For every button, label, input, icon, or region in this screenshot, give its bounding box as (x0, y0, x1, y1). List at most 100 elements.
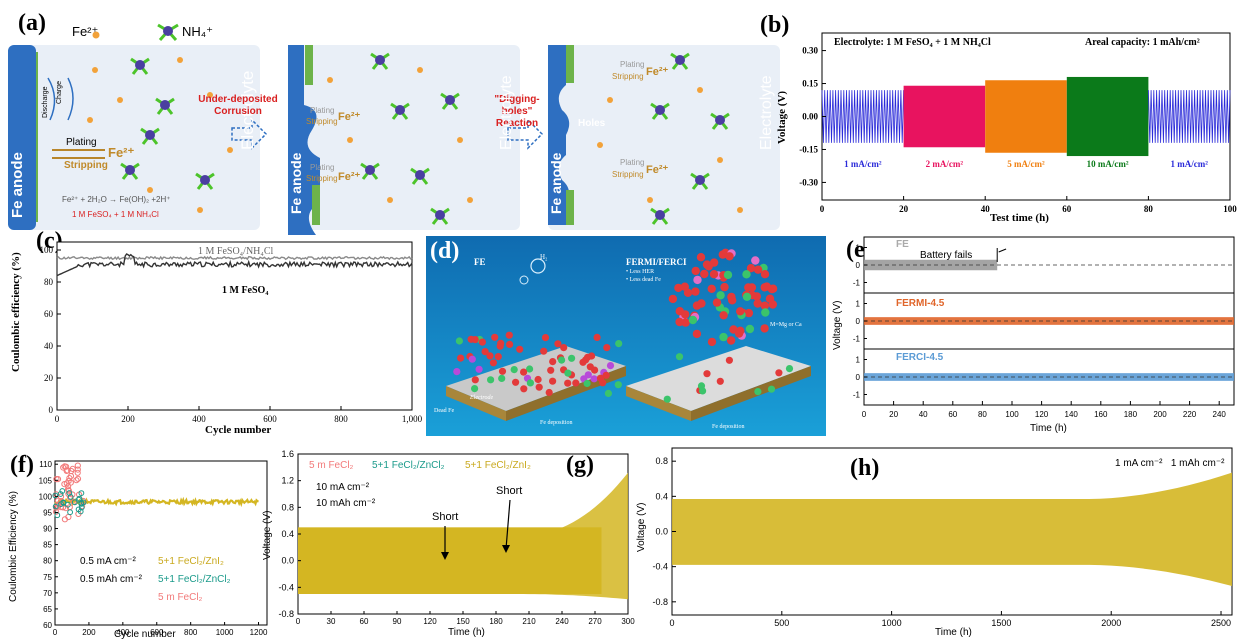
fe2-ion (697, 87, 703, 93)
nh4-legend-text: NH₄⁺ (182, 24, 213, 39)
point-fecl2 (61, 481, 68, 488)
panel-c-frame (56, 241, 413, 411)
point-fecl2 (73, 477, 80, 484)
y-tick-label: 0.00 (802, 112, 818, 122)
nh4-ion (390, 102, 410, 120)
fe2-ion (87, 117, 93, 123)
series-feso4-nh4cl (56, 255, 413, 261)
reaction-formula: Fe²⁺ + 2H₂O → Fe(OH)₂ +2H⁺ (62, 195, 171, 204)
fe2-ion (117, 97, 123, 103)
segment-label: 1 mA/cm² (1170, 159, 1208, 169)
nh4-center (395, 105, 405, 115)
nh4-center (375, 55, 385, 65)
ion-sphere (554, 340, 562, 348)
charge-arrow (67, 77, 74, 121)
voltage-traces (821, 76, 1231, 157)
ion-sphere (541, 334, 550, 342)
panel-f-s2: 5+1 FeCl₂/ZnCl₂ (158, 574, 231, 585)
x-tick-label: 90 (393, 617, 402, 626)
y-tick-label: 0.8 (655, 456, 668, 466)
x-tick-label: 1500 (991, 618, 1011, 628)
stripping-label-5: Stripping (612, 170, 644, 179)
fe2-ion (387, 197, 393, 203)
h2-bubble (530, 258, 546, 274)
ion-sphere (564, 369, 572, 377)
x-tick-label: 0 (669, 618, 674, 628)
point-fecl2-zncl2 (57, 491, 64, 497)
ion-sphere (494, 353, 502, 361)
panel-g-l2: 5+1 FeCl₂/ZnCl₂ (372, 460, 445, 471)
segment-label: 2 mA/cm² (926, 159, 964, 169)
y-tick-label: 0.30 (802, 46, 818, 56)
y-tick-label: -0.8 (652, 597, 668, 607)
panel-f-s3: 5 m FeCl₂ (158, 592, 203, 603)
nh4-center (145, 130, 155, 140)
ion-sphere (719, 332, 728, 342)
panel-f-cond1: 0.5 mA cm⁻² (80, 556, 136, 567)
nh4-ion (650, 207, 670, 225)
ion-sphere (584, 353, 592, 361)
y-tick-label: 1 (856, 244, 861, 253)
ion-sphere (704, 262, 713, 271)
panel-d-fe: FE (474, 257, 486, 267)
ion-sphere (481, 348, 489, 356)
ion-sphere (545, 388, 553, 397)
ion-sphere (579, 358, 587, 366)
cell2-background (288, 45, 520, 230)
y-tick-label: 80 (43, 557, 52, 566)
ion-sphere (516, 345, 524, 353)
ion-sphere (693, 275, 702, 285)
point-fecl2-zncl2 (78, 490, 85, 497)
voltage-band-4 (1066, 76, 1149, 157)
ion-sphere (596, 374, 605, 382)
ion-sphere (709, 270, 719, 279)
nh4-center (695, 175, 705, 185)
ion-sphere (691, 287, 700, 296)
point-fecl2 (74, 469, 81, 476)
ion-sphere (775, 369, 783, 377)
y-tick-label: -1 (853, 391, 861, 400)
ion-sphere (723, 270, 733, 280)
sei-layer-3 (312, 185, 320, 225)
x-tick-label: 1000 (216, 628, 234, 637)
y-tick-label: -0.4 (652, 562, 668, 572)
holes-label: Holes (578, 118, 606, 129)
segment-label: 10 mA/cm² (1087, 159, 1129, 169)
ion-sphere (615, 340, 623, 348)
right-electrode-front (691, 366, 811, 421)
voltage-trace-1 (821, 90, 904, 143)
short-arrowhead-1 (441, 552, 449, 560)
ion-sphere (534, 375, 542, 384)
panel-f-chart: 110 105 100 95 90 85 80 75 70 65 600 200 400 600 800 10… (39, 460, 268, 637)
x-tick-label: 1000 (882, 618, 902, 628)
x-tick-label: 80 (1144, 204, 1154, 214)
panel-h-xlabel: Time (h) (935, 627, 972, 638)
y-tick-label: 20 (44, 373, 54, 383)
ion-sphere (753, 265, 763, 274)
ion-sphere (547, 366, 555, 374)
ion-sphere (668, 294, 678, 304)
panel-a-label: (a) (18, 10, 46, 36)
point-fecl2 (57, 493, 65, 500)
cell1-background (8, 45, 260, 230)
ion-sphere (506, 340, 514, 348)
y-tick-label: 0.4 (281, 529, 294, 539)
stripping-label-2: Stripping (306, 117, 338, 126)
panel-g-axes: 1.6 1.2 0.8 0.4 0.0 -0.4 -0.80 30 60 90 120 150 180 2… (278, 449, 635, 626)
ion-sphere (498, 374, 506, 382)
ion-sphere (520, 385, 528, 393)
ion-sphere (468, 355, 476, 363)
segment-label: 1 mA/cm² (844, 159, 882, 169)
x-tick-label: 180 (1124, 410, 1138, 419)
stripping-label-3: Stripping (306, 174, 338, 183)
ion-sphere (712, 298, 722, 307)
ion-sphere (751, 256, 760, 265)
ion-sphere (584, 371, 592, 379)
right-electrode-side (626, 386, 691, 421)
ion-sphere (703, 370, 711, 378)
ion-sphere (572, 379, 580, 387)
ion-sphere (564, 379, 572, 387)
panel-a-schematic (8, 23, 780, 235)
y-tick-label: -1 (853, 335, 861, 344)
